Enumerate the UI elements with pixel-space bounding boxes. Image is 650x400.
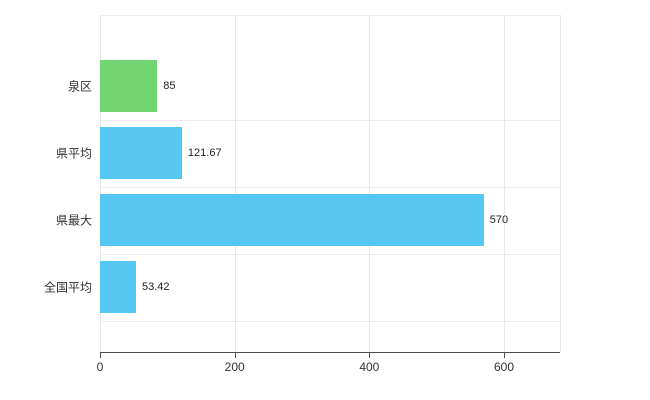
y-axis-category-label: 全国平均 xyxy=(43,280,92,295)
gridline-horizontal xyxy=(100,253,560,255)
x-axis-tick-label: 600 xyxy=(493,360,515,374)
gridline-vertical xyxy=(100,15,101,352)
bar[interactable] xyxy=(100,60,158,112)
bar[interactable] xyxy=(100,261,136,313)
gridline-horizontal xyxy=(100,320,560,322)
bar-value-label: 53.42 xyxy=(141,281,170,293)
gridline-horizontal xyxy=(100,119,560,121)
x-axis-tick-label: 200 xyxy=(224,360,245,374)
gridline-vertical xyxy=(234,15,236,352)
y-axis-category-label: 県最大 xyxy=(55,213,92,228)
gridline-horizontal xyxy=(100,15,560,16)
y-axis-category-label: 泉区 xyxy=(67,79,92,94)
bar-value-label: 121.67 xyxy=(187,147,222,159)
x-axis-tick-label: 400 xyxy=(359,360,380,374)
gridline-vertical xyxy=(504,15,505,352)
gridline-vertical xyxy=(560,15,561,352)
x-axis-tick xyxy=(234,353,236,358)
x-axis-tick xyxy=(504,353,505,358)
gridline-horizontal xyxy=(100,186,560,188)
x-axis-tick xyxy=(100,353,101,358)
gridline-vertical xyxy=(369,15,371,352)
y-axis-category-label: 県平均 xyxy=(55,146,92,161)
x-axis-line xyxy=(100,352,560,353)
bar[interactable] xyxy=(100,194,484,246)
bar-value-label: 85 xyxy=(163,80,176,92)
x-axis-tick xyxy=(369,353,371,358)
bar[interactable] xyxy=(100,127,182,179)
bar-value-label: 570 xyxy=(489,214,509,226)
x-axis-tick-label: 0 xyxy=(96,360,104,374)
